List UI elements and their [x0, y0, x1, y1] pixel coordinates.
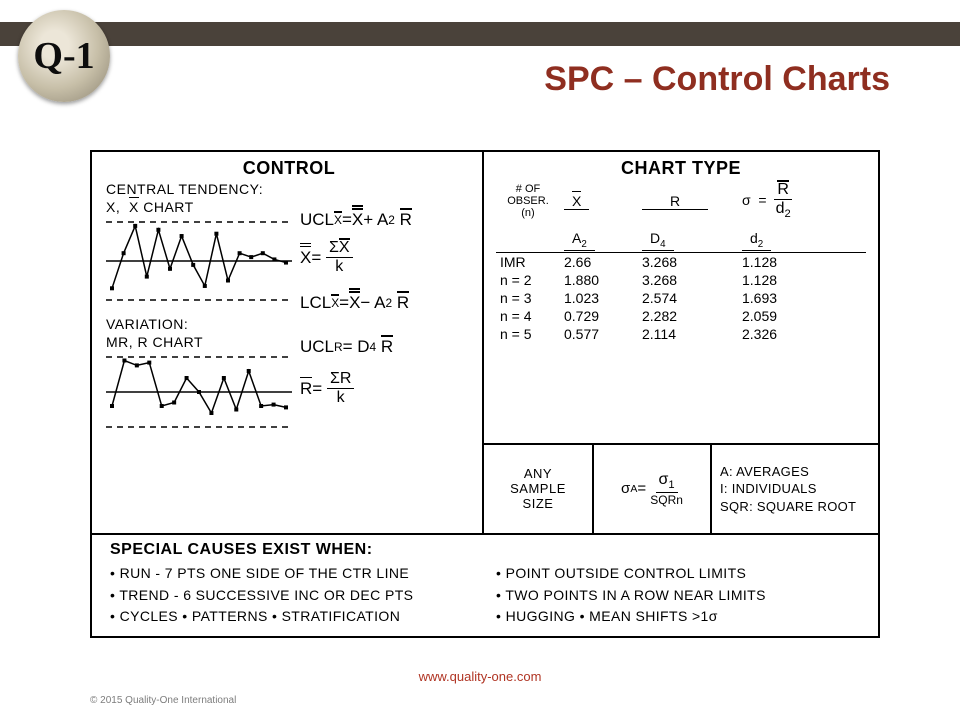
xbar-control-chart [106, 216, 292, 312]
legend-a: A: AVERAGES [720, 463, 870, 481]
formula-rbar: R = ΣRk [300, 371, 480, 406]
formula-column: UCLX = X + A2 R X = ΣXk LCLX = X − A2 R … [300, 210, 480, 416]
control-column: CONTROL CENTRAL TENDENCY: X, X CHART VAR… [92, 152, 484, 533]
constants-row: n = 2 1.880 3.268 1.128 [496, 271, 866, 289]
constants-row: n = 3 1.023 2.574 1.693 [496, 289, 866, 307]
causes-list: • RUN - 7 PTS ONE SIDE OF THE CTR LINE• … [110, 563, 868, 628]
cause-item: • RUN - 7 PTS ONE SIDE OF THE CTR LINE [110, 563, 482, 585]
chart-type-bottom: ANYSAMPLESIZE σA = σ1SQRn A: AVERAGES I:… [484, 445, 878, 533]
cause-item: • TREND - 6 SUCCESSIVE INC OR DEC PTS [110, 585, 482, 607]
legend-sqr: SQR: SQUARE ROOT [720, 498, 870, 516]
col-xbar: X [564, 193, 589, 210]
col-r: R [642, 193, 708, 210]
logo-badge: Q-1 [18, 10, 110, 102]
chart-type-heading: CHART TYPE [496, 158, 866, 179]
sigma-a-formula: σA = σ1SQRn [594, 445, 712, 533]
website-link[interactable]: www.quality-one.com [0, 669, 960, 684]
legend-i: I: INDIVIDUALS [720, 480, 870, 498]
formula-lcl-xbar: LCLX = X − A2 R [300, 293, 480, 313]
top-row: CONTROL CENTRAL TENDENCY: X, X CHART VAR… [92, 152, 878, 533]
formula-ucl-r: UCLR = D4 R [300, 337, 480, 357]
formula-ucl-xbar: UCLX = X + A2 R [300, 210, 480, 230]
constants-row: IMR 2.66 3.268 1.128 [496, 253, 866, 272]
constants-row: n = 5 0.577 2.114 2.326 [496, 325, 866, 343]
control-heading: CONTROL [106, 158, 472, 179]
sigma-eq: σ = Rd2 [738, 181, 866, 221]
header-bar [0, 22, 960, 46]
r-control-chart [106, 351, 292, 439]
constants-row: n = 4 0.729 2.282 2.059 [496, 307, 866, 325]
cause-item: • HUGGING • MEAN SHIFTS >1σ [496, 606, 868, 628]
logo-text: Q-1 [33, 34, 94, 78]
constants-header: # OF OBSER. (n) X R σ = Rd2 [496, 181, 866, 221]
cause-item: • TWO POINTS IN A ROW NEAR LIMITS [496, 585, 868, 607]
cause-item: • POINT OUTSIDE CONTROL LIMITS [496, 563, 868, 585]
causes-heading: SPECIAL CAUSES EXIST WHEN: [110, 541, 868, 559]
page-title: SPC – Control Charts [544, 60, 890, 99]
any-sample-size: ANYSAMPLESIZE [484, 445, 594, 533]
legend-box: A: AVERAGES I: INDIVIDUALS SQR: SQUARE R… [712, 445, 878, 533]
constants-table: A2 D4 d2 IMR 2.66 3.268 1.128n = 2 1.880… [496, 229, 866, 343]
special-causes-row: SPECIAL CAUSES EXIST WHEN: • RUN - 7 PTS… [92, 533, 878, 636]
formula-xbarbar: X = ΣXk [300, 240, 480, 275]
chart-type-top: CHART TYPE # OF OBSER. (n) X R σ = Rd2 [484, 152, 878, 445]
cause-item: • CYCLES • PATTERNS • STRATIFICATION [110, 606, 482, 628]
obs-header: # OF OBSER. (n) [500, 183, 556, 219]
central-tendency-label-1: CENTRAL TENDENCY: [106, 181, 472, 199]
main-panel: CONTROL CENTRAL TENDENCY: X, X CHART VAR… [90, 150, 880, 638]
chart-type-column: CHART TYPE # OF OBSER. (n) X R σ = Rd2 [484, 152, 878, 533]
copyright-text: © 2015 Quality-One International [90, 695, 236, 706]
